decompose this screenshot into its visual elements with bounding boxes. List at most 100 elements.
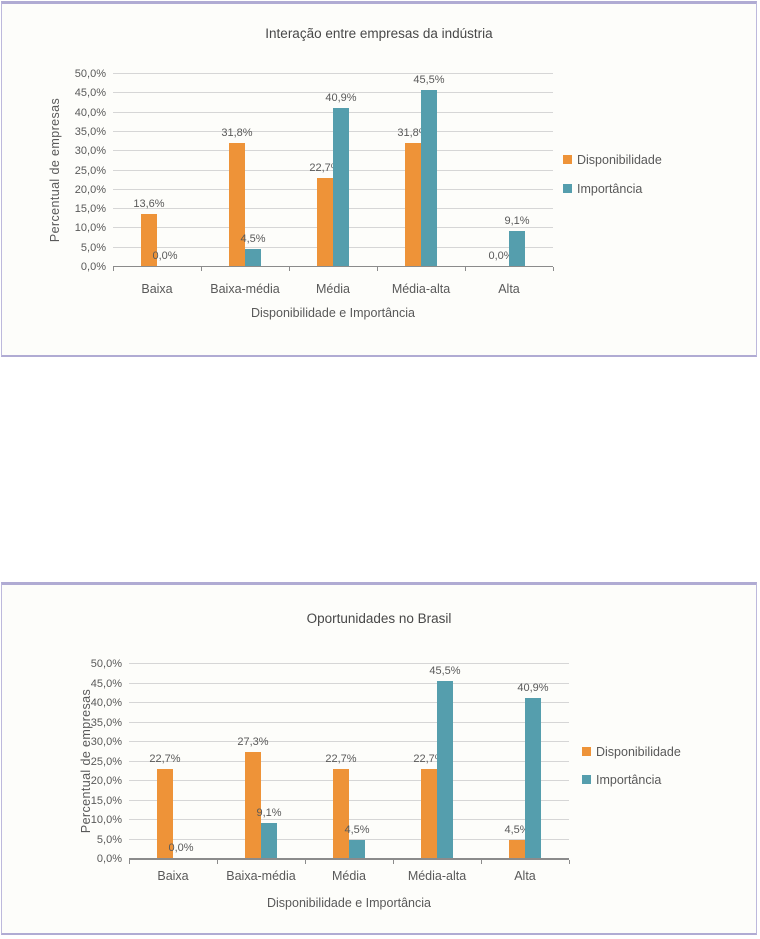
bar-value-label: 9,1% (256, 806, 282, 819)
x-axis-tick (289, 267, 290, 271)
gridline (129, 741, 569, 742)
category-label: Média (315, 282, 351, 296)
bar-value-label: 31,8% (397, 127, 429, 140)
bar-value-label: 45,5% (413, 74, 445, 87)
legend: Disponibilidade (582, 744, 732, 760)
x-axis-tick (553, 267, 554, 271)
y-axis-tick-label: 45,0% (90, 677, 122, 690)
x-axis-tick (201, 267, 202, 271)
bar-disponibilidade (421, 769, 437, 858)
y-axis-tick-label: 10,0% (90, 814, 122, 826)
bar-importância (525, 698, 541, 858)
chart-card-interacao: Interação entre empresas da indústria 0,0… (1, 1, 757, 357)
legend-label: Importância (596, 773, 662, 787)
legend-swatch-disponibilidade (563, 155, 572, 164)
gridline (129, 799, 569, 801)
x-axis-title: Disponibilidade e Importância (267, 896, 431, 910)
x-axis-tick (465, 267, 466, 271)
y-axis-tick-label: 20,0% (90, 775, 122, 787)
y-axis-tick-label: 35,0% (74, 125, 106, 138)
gridline (113, 92, 553, 94)
bar-value-label: 0,0% (168, 842, 194, 854)
category-label: Baixa-média (226, 869, 296, 883)
bar-importância (245, 248, 261, 266)
bar-disponibilidade (157, 769, 173, 858)
bar-value-label: 22,7% (149, 753, 181, 766)
y-axis-tick-label: 10,0% (74, 222, 106, 235)
legend: Importância (563, 181, 713, 197)
y-axis-tick-label: 0,0% (80, 261, 106, 273)
bar-value-label: 9,1% (504, 214, 530, 227)
x-axis-tick (481, 860, 482, 864)
category-label: Baixa (157, 869, 189, 883)
x-axis-tick (377, 267, 378, 271)
legend-label: Disponibilidade (596, 745, 681, 759)
y-axis-tick-label: 45,0% (74, 87, 106, 100)
bar-value-label: 40,9% (325, 92, 357, 105)
y-axis-tick-label: 15,0% (90, 794, 122, 807)
y-axis-tick-label: 0,0% (96, 853, 122, 865)
gridline (129, 721, 569, 723)
bar-disponibilidade (141, 213, 157, 266)
x-axis-tick (113, 267, 114, 271)
category-label: Baixa (141, 282, 173, 296)
bar-value-label: 4,5% (344, 824, 370, 837)
y-axis-tick-label: 50,0% (74, 68, 106, 80)
x-axis-tick (393, 860, 394, 864)
legend: Disponibilidade (563, 152, 713, 168)
x-axis-tick (129, 860, 130, 864)
bar-value-label: 4,5% (240, 232, 266, 245)
bar-importância (349, 840, 365, 858)
bar-value-label: 22,7% (309, 162, 341, 175)
bar-value-label: 0,0% (152, 250, 178, 262)
bar-disponibilidade (509, 840, 525, 858)
bar-value-label: 0,0% (488, 250, 514, 262)
bar-disponibilidade (333, 769, 349, 858)
x-axis-tick (569, 860, 570, 864)
bar-disponibilidade (245, 751, 261, 858)
gridline (129, 760, 569, 762)
bar-value-label: 27,3% (237, 735, 269, 748)
category-label: Alta (514, 869, 536, 883)
gridline (129, 702, 569, 703)
x-axis-tick (217, 860, 218, 864)
bar-value-label: 22,7% (325, 753, 357, 766)
y-axis-title: Percentual de empresas (48, 97, 62, 242)
bar-importância (509, 230, 525, 266)
category-label: Média (331, 869, 367, 883)
gridline (113, 73, 553, 74)
category-label: Baixa-média (210, 282, 280, 296)
bar-importância (437, 680, 453, 858)
y-axis-tick-label: 40,0% (90, 697, 122, 709)
bar-importância (333, 108, 349, 266)
gridline (129, 780, 569, 781)
y-axis-tick-label: 5,0% (96, 833, 122, 846)
chart-card-oportunidades: Oportunidades no Brasil 0,0% 5,0% 10,0% 15,0… (1, 582, 757, 935)
legend-swatch-disponibilidade (582, 747, 591, 756)
bar-value-label: 13,6% (133, 197, 165, 210)
chart-title: Interação entre empresas da indústria (265, 26, 493, 41)
y-axis-tick-label: 15,0% (74, 203, 106, 216)
y-axis-tick-label: 5,0% (80, 241, 106, 254)
legend-label: Disponibilidade (577, 153, 662, 167)
bar-importância (261, 822, 277, 858)
y-axis-tick-label: 40,0% (74, 106, 106, 119)
x-axis-line (129, 858, 569, 860)
chart-title: Oportunidades no Brasil (306, 611, 452, 626)
bar-disponibilidade (317, 178, 333, 266)
bar-disponibilidade (405, 143, 421, 266)
legend-swatch-importância (582, 775, 591, 784)
y-axis-tick-label: 35,0% (90, 716, 122, 729)
y-axis-tick-label: 25,0% (74, 164, 106, 177)
y-axis-tick-label: 25,0% (90, 755, 122, 768)
category-label: Média-alta (407, 869, 467, 883)
bar-value-label: 22,7% (413, 753, 445, 766)
x-axis-line (113, 266, 553, 267)
category-label: Alta (498, 282, 520, 296)
y-axis-tick-label: 50,0% (90, 658, 122, 670)
y-axis-tick-label: 20,0% (74, 183, 106, 196)
y-axis-tick-label: 30,0% (90, 736, 122, 748)
gridline (129, 682, 569, 684)
bar-importância (421, 90, 437, 266)
